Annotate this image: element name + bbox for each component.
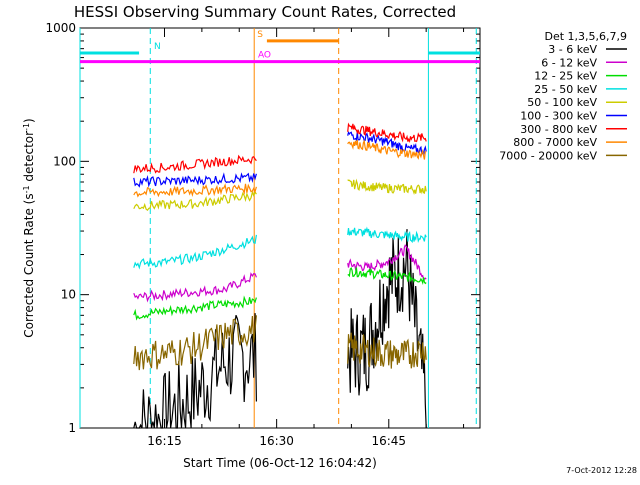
- series-line: [347, 139, 427, 160]
- legend-label: 300 - 800 keV: [520, 123, 597, 136]
- legend-label: 3 - 6 keV: [548, 43, 597, 56]
- legend-label: 100 - 300 keV: [520, 110, 597, 123]
- series-line: [133, 190, 257, 212]
- series-line: [347, 266, 427, 286]
- night-marker-n-label: N: [154, 42, 161, 52]
- y-tick-label: 10: [61, 288, 76, 302]
- x-tick-label: 16:15: [147, 434, 182, 448]
- y-axis-label-sup2: -1: [22, 123, 31, 131]
- series-line: [133, 234, 257, 270]
- series-line: [133, 172, 257, 188]
- x-axis-label: Start Time (06-Oct-12 16:04:42): [183, 456, 377, 470]
- legend-title: Det 1,3,5,6,7,9: [544, 30, 627, 43]
- y-axis-label-mid: detector: [22, 131, 36, 186]
- y-tick-label: 100: [53, 154, 76, 168]
- series-line: [347, 178, 427, 195]
- legend-label: 800 - 7000 keV: [513, 136, 597, 149]
- timestamp: 7-Oct-2012 12:28: [566, 466, 637, 475]
- series-line: [133, 313, 257, 429]
- series-line: [347, 130, 427, 157]
- y-axis-label-end: ): [22, 118, 36, 123]
- x-tick-label: 16:45: [371, 434, 406, 448]
- y-tick-label: 1: [68, 421, 76, 435]
- series-line: [133, 154, 257, 174]
- legend-label: 25 - 50 keV: [534, 83, 597, 96]
- y-axis-label: Corrected Count Rate (s-1 detector-1): [22, 118, 37, 337]
- y-axis-label-main: Corrected Count Rate (s: [22, 193, 36, 337]
- series-line: [133, 272, 257, 303]
- series-line: [133, 295, 257, 321]
- series-line: [347, 229, 427, 429]
- y-tick-label: 1000: [45, 21, 76, 35]
- series-line: [347, 244, 427, 281]
- plot-area: 1 10 100 1000 16:15 16:30 16:45 N S AO: [45, 21, 481, 448]
- x-tick-label: 16:30: [259, 434, 294, 448]
- series-line: [347, 226, 427, 244]
- series-line: [347, 122, 427, 143]
- series-line: [133, 183, 257, 198]
- legend-label: 12 - 25 keV: [534, 70, 597, 83]
- saa-marker-s-label: S: [257, 30, 263, 40]
- legend-label: 6 - 12 keV: [541, 56, 597, 69]
- chart-title: HESSI Observing Summary Count Rates, Cor…: [74, 3, 456, 21]
- series-line: [133, 315, 257, 371]
- attenuator-marker-ao-label: AO: [258, 51, 271, 61]
- series-line: [347, 332, 427, 369]
- y-axis-label-sup1: -1: [22, 185, 31, 193]
- legend-label: 50 - 100 keV: [527, 96, 597, 109]
- legend-label: 7000 - 20000 keV: [499, 149, 597, 162]
